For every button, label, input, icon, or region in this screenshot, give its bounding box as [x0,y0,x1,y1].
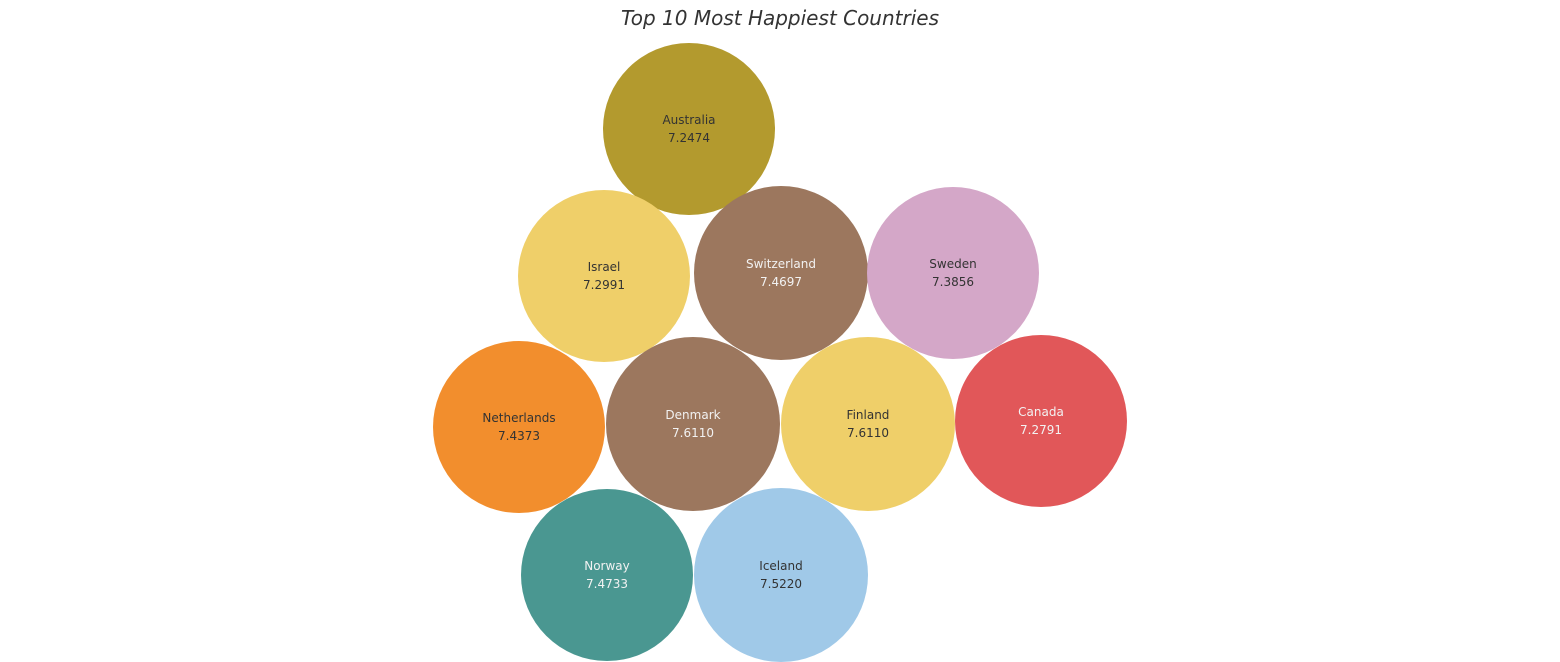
bubble-value-label: 7.4373 [498,429,540,443]
bubble-value-label: 7.4733 [586,577,628,591]
bubble-iceland[interactable]: Iceland 7.5220 [694,488,868,662]
bubble-country-label: Netherlands [482,411,555,425]
bubble-sweden[interactable]: Sweden 7.3856 [867,187,1039,359]
bubble-finland[interactable]: Finland 7.6110 [781,337,955,511]
bubble-circle-iceland[interactable] [694,488,868,662]
bubble-circle-sweden[interactable] [867,187,1039,359]
bubble-value-label: 7.2791 [1020,423,1062,437]
bubble-value-label: 7.5220 [760,577,802,591]
bubble-circle-denmark[interactable] [606,337,780,511]
bubble-country-label: Norway [584,559,630,573]
bubble-value-label: 7.4697 [760,275,802,289]
bubble-israel[interactable]: Israel 7.2991 [518,190,690,362]
bubble-canada[interactable]: Canada 7.2791 [955,335,1127,507]
bubble-circle-canada[interactable] [955,335,1127,507]
bubble-circle-norway[interactable] [521,489,693,661]
bubble-value-label: 7.6110 [672,426,714,440]
bubble-switzerland[interactable]: Switzerland 7.4697 [694,186,868,360]
bubble-circle-australia[interactable] [603,43,775,215]
bubble-value-label: 7.6110 [847,426,889,440]
bubble-country-label: Iceland [759,559,802,573]
bubble-circle-netherlands[interactable] [433,341,605,513]
bubble-country-label: Denmark [665,408,720,422]
bubble-australia[interactable]: Australia 7.2474 [603,43,775,215]
bubble-circle-finland[interactable] [781,337,955,511]
bubble-country-label: Finland [847,408,890,422]
bubble-country-label: Australia [662,113,715,127]
bubble-country-label: Israel [588,260,621,274]
bubble-value-label: 7.2991 [583,278,625,292]
bubble-circle-israel[interactable] [518,190,690,362]
bubble-country-label: Sweden [929,257,976,271]
bubble-circle-switzerland[interactable] [694,186,868,360]
bubble-netherlands[interactable]: Netherlands 7.4373 [433,341,605,513]
bubble-denmark[interactable]: Denmark 7.6110 [606,337,780,511]
bubble-country-label: Canada [1018,405,1064,419]
bubble-norway[interactable]: Norway 7.4733 [521,489,693,661]
bubble-value-label: 7.2474 [668,131,710,145]
bubble-value-label: 7.3856 [932,275,974,289]
bubble-country-label: Switzerland [746,257,816,271]
chart-title: Top 10 Most Happiest Countries [620,6,940,30]
